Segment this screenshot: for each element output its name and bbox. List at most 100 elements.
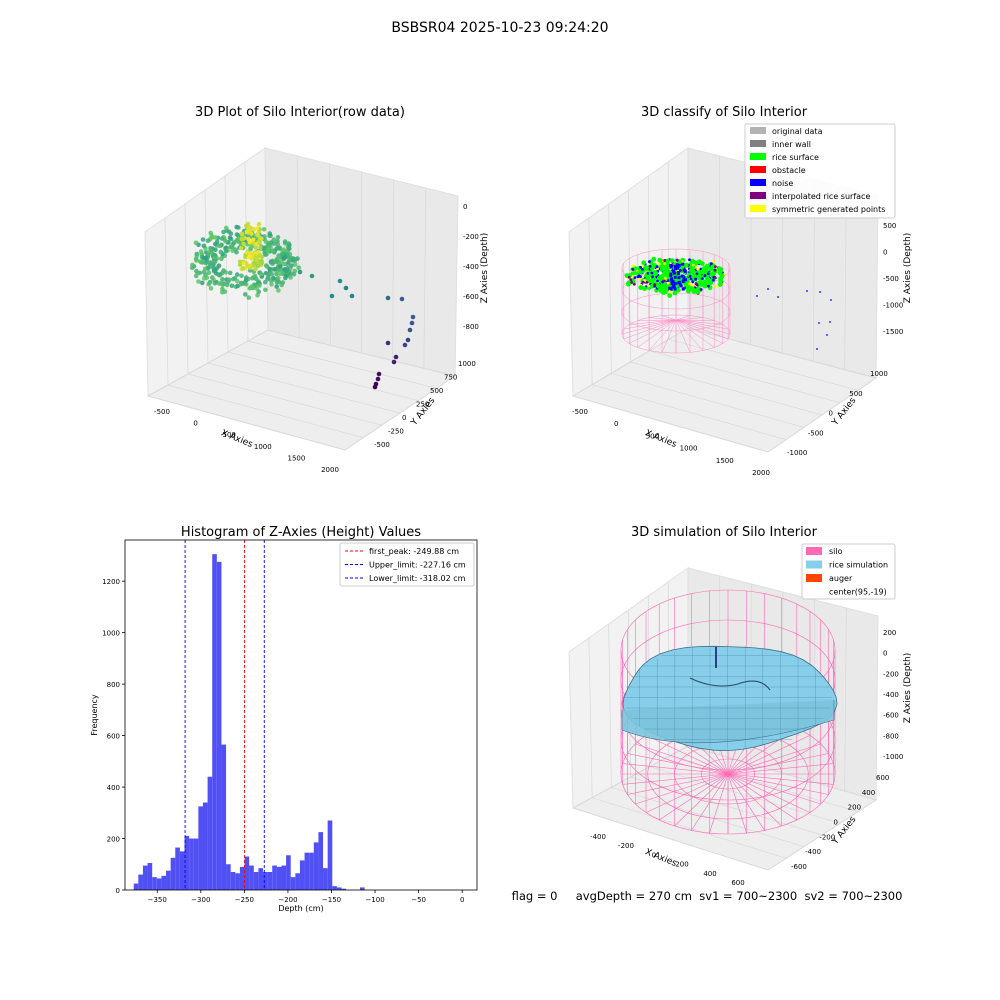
data-point [275, 235, 281, 240]
silo-spoke [661, 319, 677, 353]
legend-swatch [806, 574, 822, 582]
silo-spoke [659, 773, 729, 821]
data-point [286, 259, 291, 265]
data-point [696, 259, 702, 265]
silo-spoke [675, 319, 723, 344]
raw-plot-z-ticks: 0 -200 -400 -600 -800 [463, 203, 479, 331]
classify-plot-x-ticks: -500 0 500 1000 1500 2000 [572, 408, 770, 477]
histogram-y-label: Frequency [90, 694, 99, 736]
histogram-bar [193, 838, 199, 890]
data-point [632, 264, 635, 268]
data-point [248, 263, 253, 268]
data-point [671, 285, 675, 289]
y-tick-label: 600 [876, 774, 889, 782]
data-point [409, 320, 415, 326]
x-tick-label: 0 [193, 420, 197, 428]
data-point [675, 258, 679, 262]
silo-spoke [635, 743, 729, 775]
data-point [261, 227, 267, 232]
data-point [677, 263, 681, 267]
data-point [642, 278, 646, 282]
histogram-bar [299, 860, 305, 890]
x-tick-label: −50 [411, 896, 426, 904]
data-point [691, 263, 695, 267]
data-point [293, 257, 298, 262]
silo-spoke [645, 773, 729, 813]
data-point [275, 239, 280, 244]
data-point [239, 231, 244, 236]
noise-point [829, 321, 831, 323]
data-point [402, 342, 408, 348]
simulation-plot-x-label: X Axies [643, 847, 678, 869]
data-point [645, 280, 649, 284]
legend-label: noise [772, 179, 793, 188]
x-tick-label: -500 [154, 408, 170, 416]
y-tick-label: 1000 [458, 360, 476, 368]
legend-swatch [750, 140, 766, 147]
data-point [216, 243, 222, 248]
data-point [249, 231, 254, 236]
noise-point [818, 322, 820, 324]
data-point [259, 236, 264, 241]
data-point [200, 280, 205, 286]
gridline [592, 384, 787, 441]
z-tick-label: -1500 [883, 328, 903, 336]
data-point [203, 272, 208, 278]
z-tick-label: -600 [883, 712, 899, 720]
gridline [592, 797, 787, 859]
data-point [658, 275, 663, 281]
histogram-bar [133, 883, 139, 890]
data-point [669, 290, 672, 294]
data-point [190, 262, 195, 268]
data-point [651, 275, 654, 279]
data-point [288, 255, 293, 261]
gridline [167, 384, 364, 439]
histogram-bar [304, 852, 310, 890]
data-point [329, 293, 335, 299]
data-point [221, 268, 226, 273]
data-point [663, 259, 667, 262]
data-point [672, 269, 676, 273]
data-point [267, 231, 273, 236]
noise-point [826, 334, 828, 336]
data-point [193, 240, 199, 246]
gridline [667, 161, 670, 340]
data-point [209, 233, 214, 238]
depth-histogram: Histogram of Z-Axies (Height) Values −35… [90, 525, 478, 913]
data-point [261, 245, 267, 251]
silo-spoke [675, 319, 704, 351]
data-point [689, 267, 695, 273]
histogram-bar [258, 868, 264, 891]
data-point [226, 229, 232, 234]
data-point [279, 252, 285, 257]
z-tick-label: -1000 [883, 302, 903, 310]
gridline [588, 637, 593, 798]
data-point [694, 282, 698, 285]
data-point [253, 261, 258, 266]
data-point [211, 268, 217, 274]
legend-swatch [806, 560, 822, 569]
histogram-bar [226, 864, 231, 890]
silo-spoke [727, 773, 747, 834]
data-point [670, 282, 674, 286]
data-point [717, 282, 723, 287]
data-point [691, 273, 697, 278]
data-point [630, 281, 634, 284]
data-point [221, 229, 226, 235]
data-point [664, 276, 667, 280]
data-point [216, 263, 222, 268]
y-tick-label: -200 [819, 833, 835, 841]
y-tick-label: 0 [834, 819, 838, 827]
rice-surface-ridge [689, 677, 771, 691]
z-tick-label: -400 [883, 691, 899, 699]
data-point [206, 282, 212, 287]
gridline [611, 372, 805, 428]
x-tick-label: −200 [278, 896, 297, 904]
classify-plot-x-label: X Axies [643, 428, 678, 450]
classify-3d-plot: 3D classify of Silo Interior -500 0 500 100… [568, 105, 913, 477]
data-point [391, 359, 397, 365]
data-point [675, 263, 679, 267]
data-point [201, 243, 207, 249]
data-point [243, 292, 248, 297]
data-point [213, 235, 218, 240]
